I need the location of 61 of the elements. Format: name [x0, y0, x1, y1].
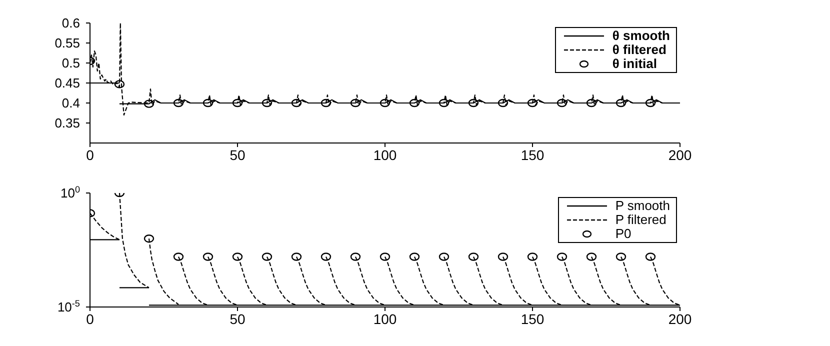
- y-tick-label: 0.55: [54, 36, 80, 51]
- x-tick-label: 100: [373, 146, 397, 163]
- point: [350, 252, 361, 261]
- point: [645, 98, 656, 108]
- y-tick-label: 10$^{-5}$: [57, 298, 80, 315]
- x-tick-label: 0: [86, 310, 94, 327]
- x-tick-label: 50: [230, 310, 246, 327]
- point: [173, 252, 184, 261]
- point: [114, 80, 125, 88]
- point: [262, 98, 272, 108]
- legend-label: θ smooth: [612, 28, 670, 43]
- point: [586, 98, 597, 108]
- point: [232, 98, 243, 108]
- point: [409, 98, 420, 108]
- y-tick-label: 10$^{0}$: [60, 184, 80, 201]
- point: [498, 98, 508, 108]
- point: [616, 252, 626, 261]
- point: [202, 98, 214, 108]
- point: [616, 98, 626, 108]
- point: [409, 252, 420, 261]
- y-tick-label: 0.35: [54, 116, 80, 131]
- point: [380, 252, 390, 261]
- point: [232, 252, 243, 261]
- x-tick-label: 200: [668, 146, 692, 163]
- y-tick-label: 0.45: [54, 76, 80, 91]
- x-tick-label: 150: [520, 146, 544, 163]
- x-tick-label: 100: [373, 310, 397, 327]
- point: [291, 98, 302, 108]
- legend-label: P smooth: [615, 198, 670, 213]
- legend-label: θ filtered: [612, 42, 666, 57]
- point: [645, 252, 656, 261]
- point: [173, 98, 184, 108]
- point: [438, 98, 450, 108]
- point: [556, 98, 568, 108]
- point: [438, 252, 450, 261]
- point: [468, 98, 479, 108]
- point: [468, 252, 479, 261]
- point: [556, 252, 568, 261]
- point: [586, 252, 597, 261]
- point: [498, 252, 508, 261]
- point: [527, 252, 538, 261]
- point: [380, 98, 390, 108]
- x-tick-label: 150: [520, 310, 544, 327]
- point: [320, 252, 332, 261]
- point: [144, 100, 154, 108]
- point: [320, 98, 332, 108]
- point: [291, 252, 302, 261]
- point: [202, 252, 214, 261]
- legend-label: P0: [615, 226, 632, 241]
- y-tick-label: 0.4: [62, 96, 80, 111]
- point: [350, 98, 361, 108]
- point: [144, 234, 154, 243]
- y-tick-label: 0.5: [62, 56, 80, 71]
- legend-label: θ initial: [612, 56, 657, 71]
- legend-label: P filtered: [615, 212, 666, 227]
- x-tick-label: 200: [668, 310, 692, 327]
- point: [262, 252, 272, 261]
- x-tick-label: 0: [86, 146, 94, 163]
- x-tick-label: 50: [230, 146, 246, 163]
- y-tick-label: 0.6: [62, 16, 80, 31]
- point: [527, 98, 538, 108]
